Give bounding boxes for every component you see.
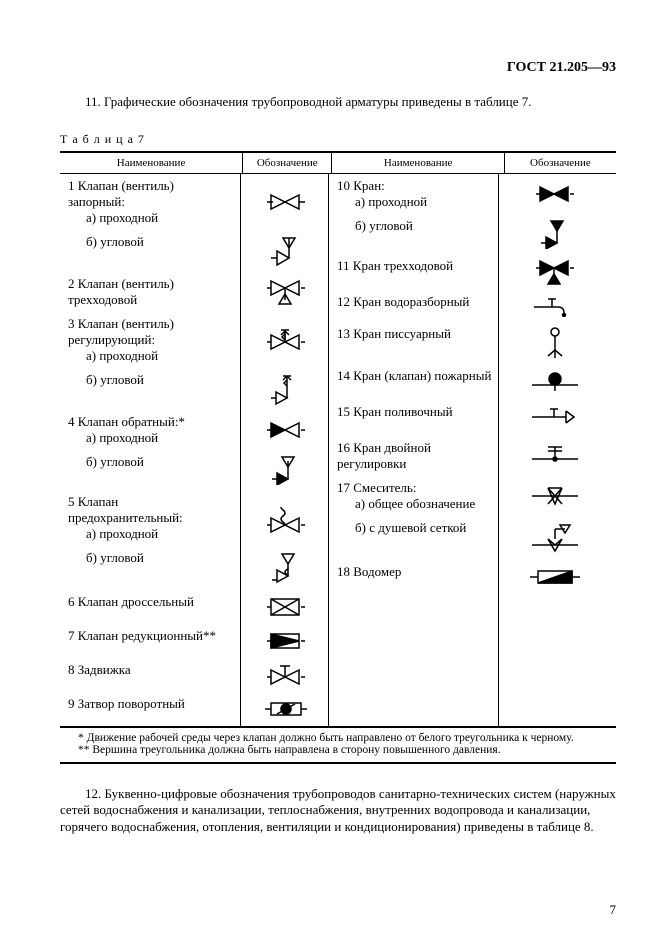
item-3b: б) угловой xyxy=(68,372,234,388)
col-header-symbol-2: Обозначение xyxy=(504,152,616,174)
item-12: 12 Кран водоразборный xyxy=(328,290,498,322)
item-5: 5 Клапан предохранительный: а) проходной xyxy=(60,490,240,546)
col-header-symbol-1: Обозначение xyxy=(243,152,332,174)
symbol-18 xyxy=(498,560,608,594)
footnote-2: ** Вершина треугольника должна быть напр… xyxy=(78,744,610,756)
item-2: 2 Клапан (вентиль) трехходовой xyxy=(60,272,240,312)
item-1: 1 Клапан (вентиль) запорный: а) проходно… xyxy=(60,174,240,230)
item-17: 17 Смеситель: а) общее обозначение xyxy=(328,476,498,516)
symbol-4b xyxy=(240,450,328,490)
item-18: 18 Водомер xyxy=(328,560,498,594)
item-17b: б) с душевой сеткой xyxy=(337,520,492,536)
page: ГОСТ 21.205—93 11. Графические обозначен… xyxy=(0,0,661,936)
table-caption: Т а б л и ц а 7 xyxy=(60,132,616,147)
item-1b: б) угловой xyxy=(68,234,234,250)
page-number: 7 xyxy=(610,902,617,918)
item-14: 14 Кран (клапан) пожарный xyxy=(328,364,498,400)
item-16: 16 Кран двойной регулировки xyxy=(328,436,498,476)
item-10: 10 Кран: а) проходной xyxy=(328,174,498,214)
symbol-1b xyxy=(240,230,328,272)
symbol-14 xyxy=(498,364,608,400)
item-7: 7 Клапан редукционный** xyxy=(60,624,240,658)
symbol-7 xyxy=(240,624,328,658)
symbol-5a xyxy=(240,490,328,546)
symbol-12 xyxy=(498,290,608,322)
symbol-8 xyxy=(240,658,328,692)
item-3: 3 Клапан (вентиль) регулирующий: а) прох… xyxy=(60,312,240,368)
symbol-10b xyxy=(498,214,608,254)
section-11-text: 11. Графические обозначения трубопроводн… xyxy=(60,94,616,110)
symbol-17a xyxy=(498,476,608,516)
symbol-10a xyxy=(498,174,608,214)
symbol-3a xyxy=(240,312,328,368)
table-body: 1 Клапан (вентиль) запорный: а) проходно… xyxy=(60,174,616,727)
table-7: Наименование Обозначение Наименование Об… xyxy=(60,151,616,174)
symbol-17b xyxy=(498,516,608,560)
footnote-1: * Движение рабочей среды через клапан до… xyxy=(78,732,610,744)
symbol-1a xyxy=(240,174,328,230)
doc-number: ГОСТ 21.205—93 xyxy=(60,60,616,76)
item-6: 6 Клапан дроссельный xyxy=(60,590,240,624)
symbol-15 xyxy=(498,400,608,436)
footnotes: * Движение рабочей среды через клапан до… xyxy=(60,727,616,764)
col-header-name-2: Наименование xyxy=(332,152,504,174)
item-4: 4 Клапан обратный:* а) проходной xyxy=(60,410,240,450)
col-header-name-1: Наименование xyxy=(60,152,243,174)
symbol-11 xyxy=(498,254,608,290)
symbol-4a xyxy=(240,410,328,450)
symbol-3b xyxy=(240,368,328,410)
symbol-9 xyxy=(240,692,328,726)
item-4b: б) угловой xyxy=(68,454,234,470)
item-9: 9 Затвор поворотный xyxy=(60,692,240,726)
symbol-16 xyxy=(498,436,608,476)
item-15: 15 Кран поливочный xyxy=(328,400,498,436)
symbol-6 xyxy=(240,590,328,624)
symbol-5b xyxy=(240,546,328,590)
item-11: 11 Кран трехходовой xyxy=(328,254,498,290)
item-13: 13 Кран писсуарный xyxy=(328,322,498,364)
item-8: 8 Задвижка xyxy=(60,658,240,692)
item-10b: б) угловой xyxy=(337,218,492,234)
section-12-text: 12. Буквенно-цифровые обозначения трубоп… xyxy=(60,786,616,835)
symbol-13 xyxy=(498,322,608,364)
symbol-2 xyxy=(240,272,328,312)
item-5b: б) угловой xyxy=(68,550,234,566)
